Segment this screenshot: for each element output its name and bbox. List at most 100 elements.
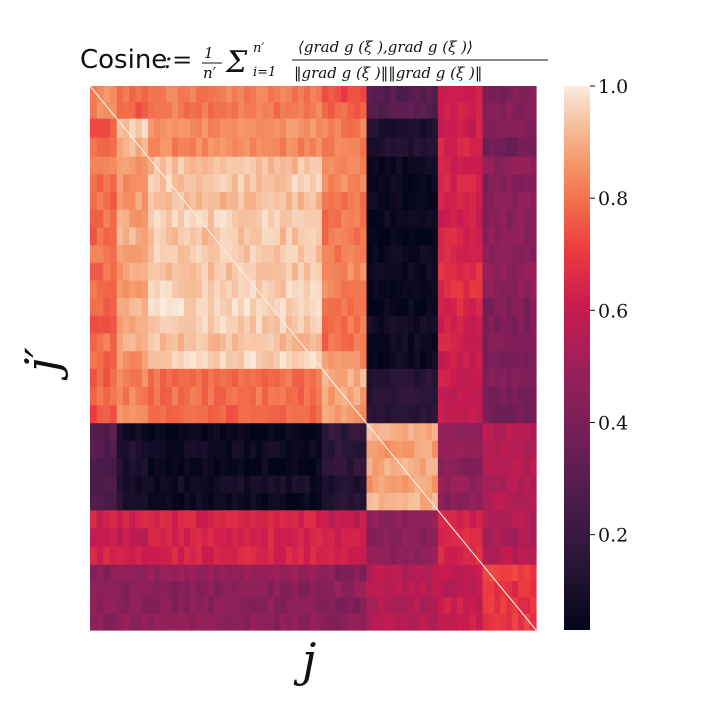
- heatmap-cell: [103, 458, 111, 477]
- heatmap-cell: [469, 458, 477, 477]
- heatmap-cell: [482, 510, 490, 530]
- heatmap-cell: [165, 315, 173, 335]
- heatmap-cell: [153, 492, 161, 511]
- heatmap-cell: [237, 262, 245, 282]
- heatmap-cell: [110, 209, 118, 229]
- heatmap-cell: [243, 528, 251, 548]
- heatmap-cell: [425, 351, 433, 370]
- heatmap-cell: [488, 597, 495, 615]
- heatmap-cell: [414, 613, 421, 631]
- heatmap-cell: [201, 492, 209, 511]
- heatmap-cell: [249, 546, 257, 566]
- heatmap-cell: [450, 102, 458, 120]
- heatmap-cell: [171, 174, 179, 193]
- heatmap-cell: [261, 368, 269, 388]
- heatmap-cell: [476, 351, 484, 370]
- heatmap-cell: [420, 458, 427, 477]
- heatmap-cell: [444, 315, 452, 335]
- heatmap-cell: [225, 86, 233, 103]
- heatmap-cell: [309, 368, 317, 388]
- heatmap-cell: [390, 245, 397, 264]
- heatmap-cell: [431, 492, 439, 511]
- heatmap-cell: [267, 528, 275, 548]
- heatmap-cell: [366, 209, 374, 229]
- heatmap-cell: [450, 613, 458, 631]
- heatmap-cell: [177, 156, 185, 175]
- heatmap-cell: [425, 245, 433, 264]
- heatmap-cell: [237, 315, 245, 335]
- heatmap-cell: [506, 118, 513, 139]
- heatmap-cell: [414, 458, 421, 477]
- heatmap-cell: [512, 458, 519, 477]
- heatmap-cell: [103, 405, 111, 424]
- heatmap-cell: [285, 597, 293, 615]
- heatmap-cell: [360, 564, 368, 582]
- heatmap-cell: [444, 333, 452, 352]
- heatmap-cell: [129, 209, 137, 229]
- heatmap-cell: [463, 227, 471, 246]
- heatmap-cell: [396, 315, 403, 335]
- heatmap-cell: [372, 423, 380, 442]
- heatmap-cell: [195, 245, 203, 264]
- heatmap-cell: [506, 298, 513, 317]
- heatmap-cell: [469, 423, 477, 442]
- heatmap-cell: [378, 368, 385, 388]
- heatmap-cell: [456, 351, 464, 370]
- heatmap-cell: [243, 423, 251, 442]
- heatmap-cell: [347, 387, 355, 406]
- heatmap-cell: [243, 597, 251, 615]
- heatmap-cell: [396, 102, 403, 120]
- heatmap-cell: [347, 440, 355, 459]
- heatmap-cell: [384, 423, 391, 442]
- heatmap-cell: [291, 458, 299, 477]
- heatmap-cell: [171, 192, 179, 211]
- heatmap-cell: [297, 102, 305, 120]
- heatmap-cell: [165, 458, 173, 477]
- heatmap-cell: [425, 315, 433, 335]
- heatmap-cell: [231, 528, 239, 548]
- heatmap-cell: [219, 315, 227, 335]
- heatmap-cell: [261, 333, 269, 352]
- heatmap-cell: [177, 280, 185, 299]
- heatmap-cell: [506, 475, 513, 494]
- heatmap-cell: [414, 102, 421, 120]
- heatmap-cell: [189, 118, 197, 139]
- heatmap-cell: [518, 102, 525, 120]
- heatmap-cell: [463, 546, 471, 566]
- heatmap-cell: [402, 102, 409, 120]
- heatmap-cell: [273, 351, 281, 370]
- heatmap-cell: [159, 315, 167, 335]
- heatmap-cell: [366, 546, 374, 566]
- heatmap-cell: [494, 209, 501, 229]
- heatmap-cell: [195, 475, 203, 494]
- heatmap-cell: [231, 174, 239, 193]
- title-sum-upper: n′: [253, 41, 264, 56]
- heatmap-cell: [135, 564, 143, 582]
- heatmap-cell: [353, 192, 361, 211]
- heatmap-cell: [285, 510, 293, 530]
- heatmap-cell: [207, 86, 215, 103]
- heatmap-cell: [177, 613, 185, 631]
- heatmap-cell: [328, 492, 336, 511]
- heatmap-cell: [512, 510, 519, 530]
- heatmap-cell: [116, 581, 124, 598]
- heatmap-cell: [171, 458, 179, 477]
- heatmap-cell: [255, 102, 263, 120]
- heatmap-cell: [512, 423, 519, 442]
- heatmap-cell: [183, 315, 191, 335]
- heatmap-cell: [279, 423, 287, 442]
- heatmap-cell: [431, 423, 439, 442]
- heatmap-cell: [243, 174, 251, 193]
- heatmap-cell: [249, 192, 257, 211]
- heatmap-cell: [110, 333, 118, 352]
- heatmap-cell: [321, 510, 329, 530]
- heatmap-cell: [147, 118, 155, 139]
- heatmap-cell: [153, 192, 161, 211]
- heatmap-cell: [494, 156, 501, 175]
- heatmap-cell: [420, 613, 427, 631]
- heatmap-cell: [165, 423, 173, 442]
- heatmap-cell: [420, 86, 427, 103]
- heatmap-cell: [219, 351, 227, 370]
- heatmap-cell: [231, 581, 239, 598]
- heatmap-cell: [530, 245, 537, 264]
